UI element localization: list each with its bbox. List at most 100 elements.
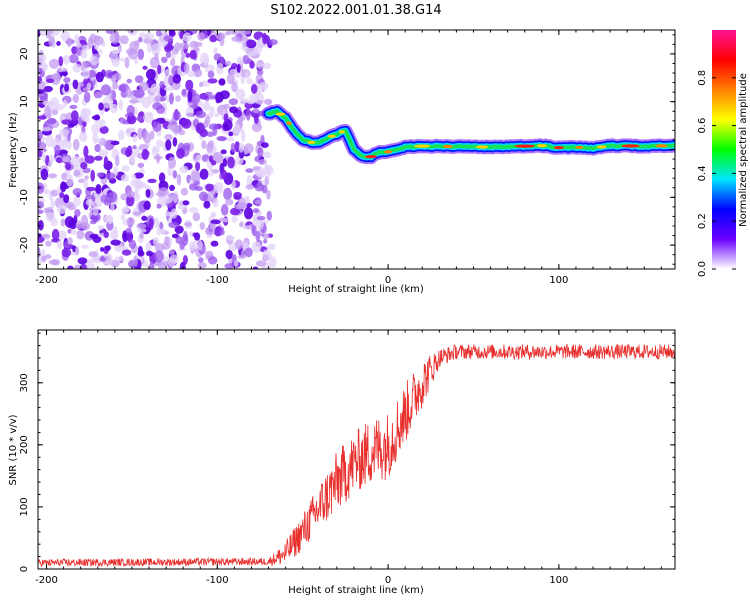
noise-point (38, 53, 47, 64)
noise-point (134, 57, 139, 65)
noise-point (110, 239, 121, 246)
noise-point (208, 167, 214, 177)
noise-point (113, 226, 118, 236)
noise-point (80, 48, 88, 59)
noise-point (54, 144, 61, 155)
noise-point (90, 169, 95, 182)
spectrogram-noise-points (38, 30, 278, 269)
noise-point (134, 75, 144, 84)
noise-point (112, 81, 119, 90)
noise-point (51, 228, 60, 241)
noise-point (41, 150, 46, 163)
signal-hotspot (307, 140, 316, 144)
noise-point (231, 216, 238, 223)
noise-point (246, 175, 252, 188)
noise-point (143, 38, 154, 45)
noise-point (41, 233, 51, 239)
noise-point (120, 213, 125, 221)
noise-point (126, 78, 132, 84)
noise-point (45, 212, 55, 222)
noise-point (230, 207, 240, 216)
noise-point (182, 200, 190, 206)
noise-point (104, 214, 114, 223)
noise-point (126, 231, 134, 243)
noise-point (154, 243, 165, 252)
noise-point (93, 138, 103, 143)
noise-point (156, 152, 160, 164)
noise-point (214, 112, 220, 118)
noise-point (141, 215, 148, 221)
noise-point (252, 108, 260, 114)
noise-point (97, 233, 106, 238)
noise-point (184, 222, 193, 227)
noise-point (38, 209, 44, 215)
noise-point (136, 181, 144, 188)
noise-point (136, 228, 147, 233)
noise-point (91, 115, 101, 120)
noise-point (207, 95, 217, 100)
noise-point (212, 169, 220, 174)
noise-point (225, 198, 234, 206)
noise-point (130, 154, 136, 167)
noise-point (84, 175, 89, 180)
noise-point (168, 30, 175, 36)
noise-point (110, 259, 120, 268)
noise-point (191, 30, 198, 35)
noise-point (126, 86, 132, 99)
noise-point (100, 247, 105, 252)
noise-point (212, 197, 219, 208)
noise-point (215, 32, 226, 40)
noise-point (148, 217, 154, 230)
noise-point (179, 30, 184, 40)
colorbar-label: Normalized spectral amplitude (738, 73, 749, 227)
noise-point (43, 85, 53, 93)
noise-point (257, 99, 263, 105)
noise-point (143, 131, 152, 144)
noise-point (53, 74, 62, 81)
noise-point (128, 239, 137, 249)
noise-point (206, 131, 215, 137)
noise-point (228, 131, 234, 137)
noise-point (199, 128, 208, 138)
noise-point (205, 250, 214, 258)
noise-point (149, 260, 155, 269)
noise-point (233, 123, 241, 135)
noise-point (124, 57, 130, 69)
noise-point (79, 263, 89, 269)
noise-point (147, 178, 157, 184)
noise-point (182, 32, 192, 43)
noise-point (52, 30, 61, 36)
noise-point (118, 84, 127, 92)
noise-point (170, 58, 176, 67)
noise-point (133, 255, 138, 267)
noise-point (99, 257, 107, 262)
noise-point (189, 49, 197, 60)
noise-point (63, 99, 68, 108)
noise-point (122, 230, 128, 243)
noise-point (205, 183, 214, 192)
noise-point (105, 245, 111, 251)
noise-point (64, 216, 75, 228)
noise-point (91, 213, 101, 222)
noise-point (38, 201, 44, 209)
noise-point (171, 52, 176, 60)
noise-point (126, 114, 137, 125)
snr-xtick-label: 100 (549, 575, 568, 586)
noise-point (158, 187, 169, 197)
signal-hotspot (275, 112, 286, 116)
noise-point (245, 184, 255, 190)
signal-hotspot (514, 144, 535, 148)
noise-point (185, 79, 194, 91)
noise-point (164, 236, 170, 247)
noise-point (239, 98, 250, 103)
noise-point (89, 33, 97, 44)
snr-xtick-label: -200 (35, 575, 58, 586)
noise-point (188, 231, 193, 237)
noise-point (67, 265, 74, 269)
figure-title: S102.2022.001.01.38.G14 (270, 3, 441, 18)
noise-point (59, 192, 65, 199)
colorbar: 0.0 0.2 0.4 0.6 0.8 Normalized spectral ampl… (697, 30, 749, 277)
noise-point (90, 257, 97, 263)
noise-point (132, 145, 137, 150)
